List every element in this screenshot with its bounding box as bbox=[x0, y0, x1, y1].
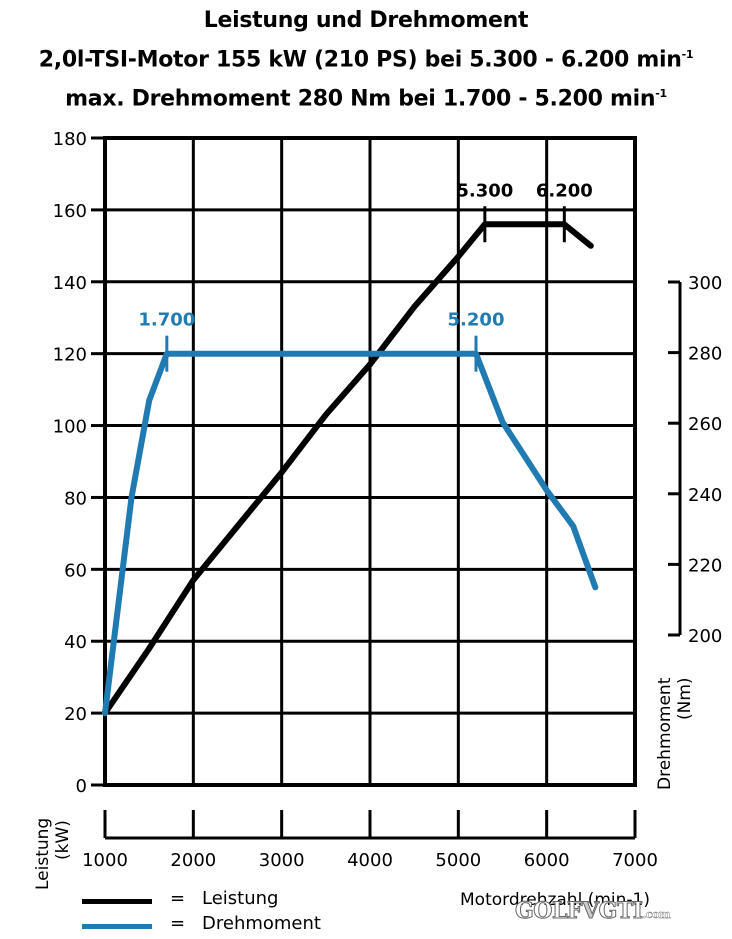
legend: = Leistung = Drehmoment bbox=[82, 888, 382, 938]
watermark-part-1: GOLF bbox=[514, 898, 583, 925]
right-axis-tick-label: 240 bbox=[688, 485, 722, 506]
bottom-axis-tick-label: 7000 bbox=[612, 850, 658, 871]
subtitle-1-text: 2,0l-TSI-Motor 155 kW (210 PS) bei 5.300… bbox=[38, 47, 682, 73]
annotation-label: 5.300 bbox=[456, 180, 513, 201]
left-axis-tick-label: 160 bbox=[53, 201, 87, 222]
watermark-logo: GOLFVGTI.com bbox=[514, 898, 671, 925]
left-axis-tick-label: 80 bbox=[64, 488, 87, 509]
chart-title: Leistung und Drehmoment bbox=[203, 8, 529, 33]
x-axis-title: Motordrehzahl (min-1) bbox=[460, 890, 650, 910]
right-axis-tick-label: 280 bbox=[688, 344, 722, 365]
legend-equals: = bbox=[170, 888, 186, 909]
right-axis-tick-label: 260 bbox=[688, 414, 722, 435]
annotation-label: 6.200 bbox=[536, 180, 593, 201]
series-line-power bbox=[102, 221, 594, 717]
left-axis-title: Leistung(kW) bbox=[33, 818, 73, 890]
annotation-label: 1.700 bbox=[138, 310, 195, 331]
left-axis-tick-label: 40 bbox=[64, 632, 87, 653]
right-axis-tick-label: 200 bbox=[688, 626, 722, 647]
left-axis-tick-label: 120 bbox=[53, 345, 87, 366]
series-line-torque bbox=[102, 350, 599, 717]
left-axis-tick-label: 140 bbox=[53, 273, 87, 294]
annotation-label: 5.200 bbox=[448, 310, 505, 331]
plot-frame bbox=[103, 136, 637, 787]
bottom-axis-tick-label: 2000 bbox=[170, 850, 216, 871]
left-axis-tick-label: 180 bbox=[53, 129, 87, 150]
legend-swatch-power bbox=[82, 899, 152, 904]
legend-label-power: Leistung bbox=[202, 888, 279, 909]
right-axis-tick-label: 300 bbox=[688, 273, 722, 294]
right-axis-tick-label: 220 bbox=[688, 555, 722, 576]
subtitle-1-superscript: -1 bbox=[681, 48, 694, 61]
legend-label-torque: Drehmoment bbox=[202, 913, 321, 934]
subtitle-2-superscript: -1 bbox=[655, 87, 667, 101]
watermark-part-2: GTI bbox=[598, 898, 643, 925]
left-axis-tick-label: 20 bbox=[64, 704, 87, 725]
left-axis-tick-label: 0 bbox=[76, 776, 87, 797]
chart-subtitle-line-1: 2,0l-TSI-Motor 155 kW (210 PS) bei 5.300… bbox=[0, 38, 732, 77]
right-axis-title: Drehmoment(Nm) bbox=[655, 677, 695, 790]
chart-subtitle-line-2: max. Drehmoment 280 Nm bei 1.700 - 5.200… bbox=[0, 77, 732, 116]
bottom-axis-tick-label: 1000 bbox=[82, 850, 128, 871]
bottom-axis-tick-label: 6000 bbox=[524, 850, 570, 871]
bottom-axis-tick-label: 3000 bbox=[259, 850, 305, 871]
bottom-axis-tick-label: 4000 bbox=[347, 850, 393, 871]
watermark-suffix: .com bbox=[642, 908, 671, 921]
watermark-separator: V bbox=[582, 898, 600, 925]
left-axis-tick-label: 60 bbox=[64, 560, 87, 581]
left-axis-tick-label: 100 bbox=[53, 417, 87, 438]
bottom-axis-tick-label: 5000 bbox=[435, 850, 481, 871]
chart-title-block: Leistung und Drehmoment 2,0l-TSI-Motor 1… bbox=[0, 4, 732, 117]
legend-equals: = bbox=[170, 913, 186, 934]
legend-swatch-torque bbox=[82, 924, 152, 929]
subtitle-2-text: max. Drehmoment 280 Nm bei 1.700 - 5.200… bbox=[65, 86, 656, 112]
